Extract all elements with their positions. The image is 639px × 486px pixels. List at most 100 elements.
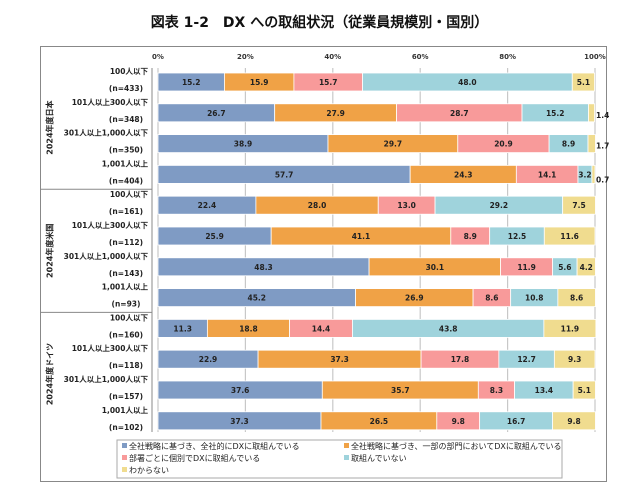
x-tick-label: 100% [584,53,606,61]
data-label: 37.3 [230,417,249,426]
data-label: 15.7 [319,78,338,87]
legend-swatch [122,455,127,460]
data-label: 9.3 [568,355,581,364]
group-label: 2024年度ドイツ [45,343,55,405]
data-label: 48.3 [254,263,273,272]
data-label: 11.9 [561,324,580,333]
data-label: 11.6 [560,232,579,241]
row-label: 100人以下 [110,190,149,199]
bar-segment [572,380,596,400]
row-label: 100人以下 [110,313,149,322]
row-n-label: (n=118) [109,361,143,370]
data-label: 22.9 [199,355,218,364]
row-label: 1,001人以上 [102,158,149,168]
data-label: 22.4 [198,201,217,210]
data-label: 29.7 [384,140,403,149]
row-label: 101人以上300人以下 [72,220,149,230]
row-n-label: (n=350) [109,146,143,155]
data-label: 25.9 [205,232,224,241]
data-label: 14.4 [312,324,331,333]
bar-segment [571,72,595,92]
legend-label: わからない [129,466,169,475]
data-label: 13.0 [397,201,416,210]
x-tick-label: 60% [412,53,429,61]
data-label: 0.7 [596,175,609,184]
row-n-label: (n=160) [109,330,143,339]
data-label: 35.7 [391,386,410,395]
data-label: 16.7 [507,417,526,426]
legend-label: 部署ごとに個別でDXに取組んでいる [129,453,260,463]
data-label: 48.0 [458,78,477,87]
bar-segment [552,411,596,431]
legend-label: 取組んでいない [351,453,407,463]
legend-swatch [344,443,349,448]
row-n-label: (n=93) [112,300,141,309]
data-label: 28.7 [450,109,469,118]
x-tick-label: 40% [324,53,341,61]
data-label: 3.2 [578,170,591,179]
data-label: 20.9 [494,140,513,149]
bar-segment [557,288,596,308]
row-n-label: (n=404) [109,176,143,185]
bar-segment [543,226,596,246]
row-label: 301人以上1,000人以下 [64,128,149,138]
bar-segment [591,164,596,184]
row-n-label: (n=433) [109,84,143,93]
data-label: 24.3 [454,170,473,179]
data-label: 13.4 [535,386,554,395]
row-n-label: (n=112) [109,238,143,247]
data-label: 8.6 [485,294,498,303]
x-tick-label: 0% [152,53,164,61]
data-label: 1.4 [596,111,609,120]
data-label: 9.8 [452,417,465,426]
data-label: 15.2 [546,109,565,118]
data-label: 14.1 [538,170,557,179]
group-label: 2024年度日本 [45,100,55,154]
data-label: 30.1 [426,263,445,272]
data-label: 8.9 [562,140,575,149]
group-label: 2024年度米国 [45,224,55,278]
row-n-label: (n=161) [109,207,143,216]
bar-segment [553,349,596,369]
legend-label: 全社戦略に基づき、全社的にDXに取組んでいる [129,441,300,451]
data-label: 37.6 [231,386,250,395]
legend-swatch [344,455,349,460]
legend-label: 全社戦略に基づき、一部の部門においてDXに取組んでいる [351,441,561,451]
data-label: 27.9 [326,109,345,118]
row-n-label: (n=348) [109,115,143,124]
data-label: 11.3 [173,324,192,333]
data-label: 7.5 [572,201,585,210]
legend-box [116,439,563,479]
bar-segment [588,103,595,123]
data-label: 37.3 [330,355,349,364]
data-label: 26.7 [207,109,226,118]
row-n-label: (n=102) [109,423,143,432]
data-label: 8.9 [464,232,477,241]
bar-segment [576,257,596,277]
row-label: 1,001人以上 [102,282,149,292]
row-label: 101人以上300人以下 [72,97,149,107]
data-label: 43.8 [439,324,458,333]
chart-title: 図表 1-2 DX への取組状況（従業員規模別・国別） [150,15,489,31]
row-label: 301人以上1,000人以下 [64,251,149,261]
bar-segment [587,134,596,154]
data-label: 41.1 [352,232,371,241]
data-label: 12.5 [508,232,527,241]
row-n-label: (n=157) [109,392,143,401]
data-label: 4.2 [580,263,593,272]
data-label: 5.6 [558,263,571,272]
legend-swatch [122,443,127,448]
data-label: 45.2 [248,294,267,303]
data-label: 15.9 [250,78,269,87]
data-label: 57.7 [275,170,294,179]
bar-segment [543,318,597,338]
data-label: 26.9 [405,294,424,303]
data-label: 5.1 [577,78,590,87]
data-label: 28.0 [308,201,327,210]
data-label: 38.9 [234,140,253,149]
data-label: 29.2 [490,201,509,210]
data-label: 9.8 [567,417,580,426]
data-label: 18.8 [239,324,258,333]
data-label: 1.7 [596,142,609,151]
